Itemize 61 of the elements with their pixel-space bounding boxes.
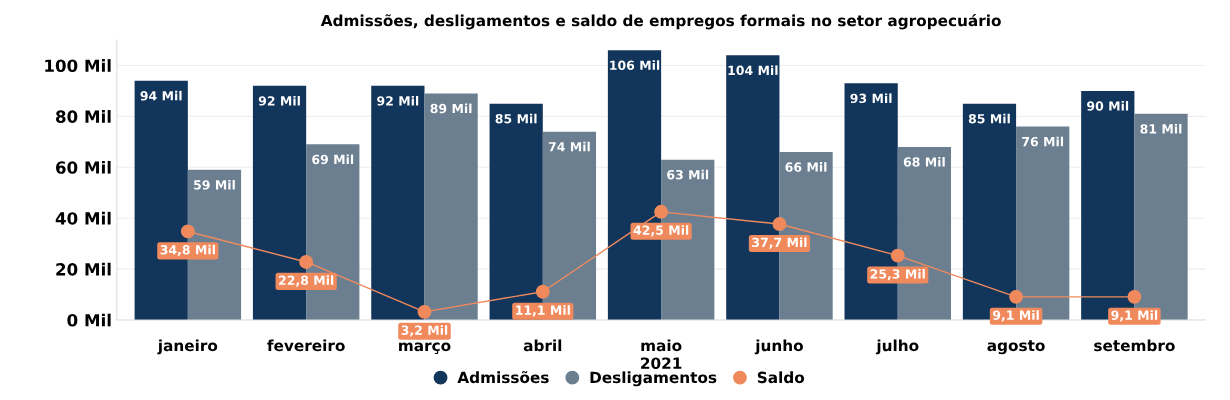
- point: [180, 224, 195, 239]
- x-tick-label: março: [399, 342, 451, 355]
- data-label: 37,7 Mil: [752, 237, 807, 249]
- data-label: 11,1 Mil: [516, 305, 570, 317]
- bar: [371, 85, 425, 320]
- x-tick-label: abril: [523, 339, 562, 352]
- x-tick-label: fevereiro: [267, 339, 345, 352]
- y-tick-label: 80 Mil: [56, 110, 111, 123]
- chart-title: Admissões, desligamentos e saldo de empregos formais no setor agropecuário: [320, 13, 1001, 30]
- data-label: 63 Mil: [667, 169, 709, 180]
- data-label: 25,3 Mil: [870, 269, 925, 281]
- data-label: 9,1 Mil: [992, 310, 1039, 322]
- legend-label: Admissões: [457, 371, 549, 384]
- data-label: 34,8 Mil: [160, 244, 215, 257]
- data-label: 85 Mil: [968, 113, 1010, 124]
- data-label: 90 Mil: [1087, 101, 1129, 111]
- data-label: 94 Mil: [140, 90, 182, 101]
- data-label: 9,1 Mil: [1111, 310, 1158, 322]
- data-label: 106 Mil: [610, 60, 660, 70]
- x-tick-label: maio: [641, 339, 682, 352]
- data-label: 81 Mil: [1140, 123, 1182, 134]
- data-label: 92 Mil: [258, 95, 300, 106]
- x-tick-label: agosto: [987, 340, 1045, 355]
- y-tick-label: 100 Mil: [45, 59, 111, 73]
- bar: [424, 93, 478, 320]
- data-label: 85 Mil: [495, 113, 537, 124]
- x-tick-label: julho: [875, 339, 919, 355]
- data-label: 68 Mil: [903, 157, 945, 167]
- y-tick-label: 20 Mil: [56, 262, 111, 276]
- y-tick-label: 0 Mil: [67, 313, 111, 327]
- data-label: 3,2 Mil: [401, 325, 448, 337]
- x-tick-label: janeiro: [157, 339, 218, 355]
- data-label: 66 Mil: [785, 162, 827, 172]
- point: [1009, 289, 1024, 304]
- point: [535, 284, 550, 299]
- data-label: 104 Mil: [728, 65, 778, 76]
- legend-label: Saldo: [757, 371, 805, 384]
- data-label: 74 Mil: [548, 141, 590, 152]
- x-axis-title: 2021: [641, 357, 682, 369]
- point: [772, 217, 787, 231]
- point: [1127, 289, 1142, 304]
- legend-label: Desligamentos: [590, 371, 717, 387]
- data-label: 22,8 Mil: [279, 275, 334, 287]
- x-tick-label: setembro: [1094, 339, 1175, 352]
- point: [417, 304, 432, 319]
- data-label: 42,5 Mil: [633, 225, 689, 237]
- data-label: 69 Mil: [312, 154, 354, 165]
- bar: [1134, 113, 1188, 320]
- point: [299, 255, 314, 269]
- bar: [1081, 90, 1135, 320]
- y-tick-label: 40 Mil: [55, 211, 111, 225]
- data-label: 76 Mil: [1022, 136, 1064, 147]
- data-label: 89 Mil: [430, 103, 472, 114]
- bar: [607, 50, 662, 320]
- data-label: 92 Mil: [377, 95, 419, 106]
- point: [654, 204, 669, 219]
- data-label: 59 Mil: [194, 179, 235, 190]
- point: [890, 248, 905, 263]
- x-tick-label: junho: [754, 339, 803, 355]
- data-label: 93 Mil: [850, 93, 892, 104]
- y-tick-label: 60 Mil: [56, 160, 111, 174]
